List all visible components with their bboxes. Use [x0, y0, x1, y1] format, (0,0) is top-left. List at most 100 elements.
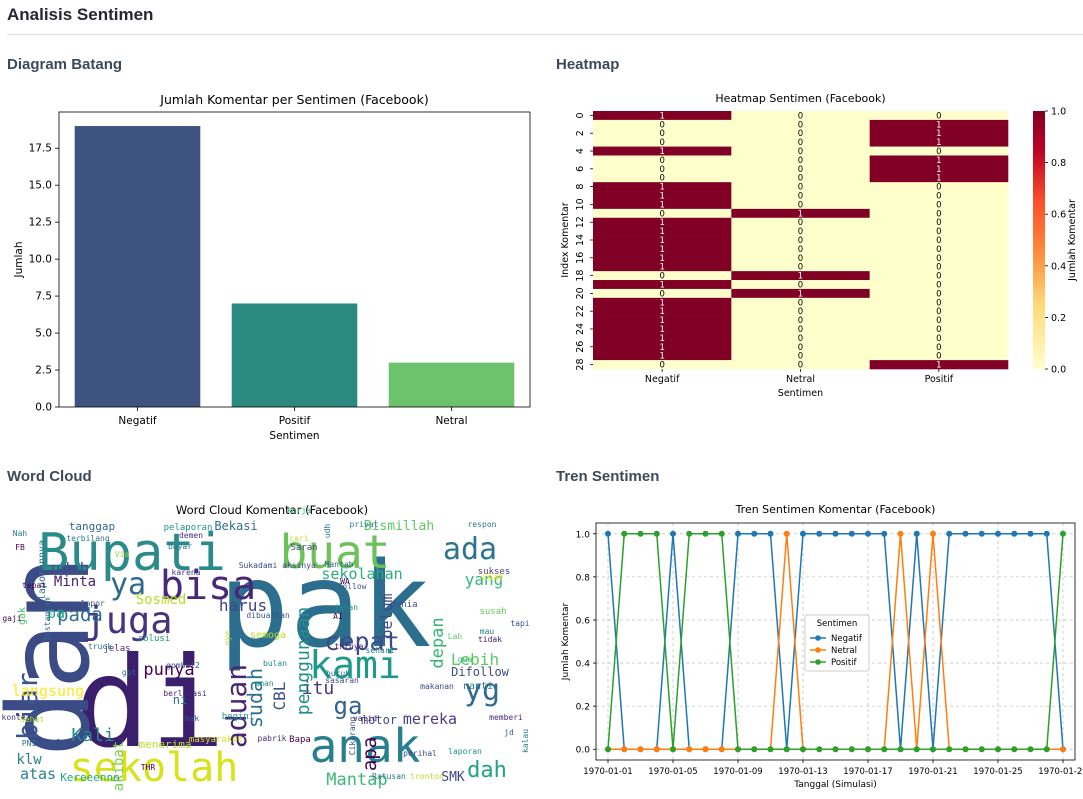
- data-point-netral: [637, 746, 644, 753]
- word-cloud-word: bisa: [160, 563, 256, 609]
- heatmap-cell: [731, 262, 870, 272]
- heatmap-cell-label: 1: [659, 316, 664, 326]
- word-cloud-word: itu: [302, 678, 335, 699]
- colorbar-tick-label: 1.0: [1051, 107, 1066, 118]
- data-point-negatif: [848, 530, 855, 537]
- heatmap-cell-label: 1: [659, 307, 664, 317]
- word-cloud-word: dunia: [390, 600, 417, 610]
- colorbar-tick-label: 0.6: [1051, 210, 1066, 221]
- data-point-positif: [930, 746, 936, 753]
- data-point-negatif: [816, 530, 823, 537]
- heatmap-cell: [593, 235, 732, 245]
- word-cloud-word: SMK: [441, 770, 465, 785]
- heatmap-cell: [593, 208, 732, 219]
- word-cloud-word: Cikarang: [348, 717, 357, 756]
- y-tick-label: 1.0: [576, 530, 591, 540]
- heatmap-cell: [869, 342, 1009, 352]
- word-cloud-word: sehari: [366, 646, 395, 655]
- heatmap-cell: [869, 351, 1009, 361]
- heatmap-cell: [731, 253, 870, 263]
- section-title-wordcloud: Word Cloud: [7, 468, 92, 485]
- heatmap-cell-label: 0: [936, 334, 941, 344]
- word-cloud-word: Ratusan: [372, 772, 406, 781]
- x-tick-label: 1970-01-29: [1038, 767, 1083, 777]
- data-point-negatif: [1027, 530, 1034, 537]
- word-cloud-word: CBL: [270, 682, 289, 711]
- heatmap-cell-label: 0: [936, 227, 941, 237]
- legend-entry-netral: Netral: [831, 646, 857, 656]
- word-cloud-word: selalu: [35, 739, 68, 749]
- x-tick-label: 1970-01-25: [973, 767, 1022, 777]
- heatmap-cell-label: 0: [936, 316, 941, 326]
- data-point-netral: [930, 530, 936, 537]
- heatmap-cell-label: 0: [659, 138, 664, 148]
- data-point-netral: [783, 530, 790, 537]
- heatmap-cell-label: 0: [936, 289, 941, 299]
- data-point-positif: [686, 530, 693, 537]
- word-cloud-word: gaji: [2, 614, 21, 623]
- heatmap-cell: [869, 262, 1009, 272]
- heatmap-cell: [593, 280, 732, 290]
- data-point-negatif: [865, 530, 871, 537]
- heatmap-cell: [731, 111, 870, 121]
- word-cloud-word: AI: [333, 612, 343, 621]
- data-point-negatif: [1011, 530, 1018, 537]
- x-tick-label: Positif: [279, 415, 311, 427]
- heatmap-cell-label: 1: [659, 352, 664, 362]
- section-title-heatmap: Heatmap: [556, 56, 620, 73]
- bar-chart-title: Jumlah Komentar per Sentimen (Facebook): [159, 92, 428, 107]
- y-tick-label: 0.2: [576, 703, 590, 713]
- y-tick-label: 0.8: [576, 573, 591, 583]
- heatmap-cell: [869, 199, 1009, 210]
- data-point-positif: [621, 530, 628, 537]
- heatmap-cell: [731, 155, 870, 165]
- heatmap-cell: [869, 164, 1009, 174]
- heatmap-cell-label: 0: [659, 174, 664, 184]
- heatmap-cell: [731, 119, 870, 130]
- heatmap-cell-label: 1: [659, 280, 664, 290]
- heatmap-cell-label: 1: [936, 129, 941, 139]
- x-tick-label: 1970-01-01: [583, 767, 632, 777]
- data-point-negatif: [605, 530, 611, 537]
- data-point-negatif: [832, 530, 839, 537]
- heatmap-cell-label: 0: [798, 343, 803, 353]
- word-cloud-word: motor: [361, 713, 397, 727]
- word-cloud-word: udah: [51, 559, 90, 578]
- y-axis-label: Jumlah Komentar: [561, 602, 571, 681]
- heatmap-cell-label: 0: [659, 272, 664, 282]
- heatmap-cell: [593, 333, 732, 343]
- x-tick-label: Negatif: [645, 374, 680, 385]
- y-tick-label: 26: [575, 341, 586, 353]
- word-cloud-word: PNI: [22, 739, 37, 748]
- heatmap-cell: [593, 217, 732, 227]
- word-cloud-word: Sukadami: [239, 561, 278, 570]
- heatmap-cell: [731, 324, 870, 334]
- heatmap-cell: [731, 217, 870, 227]
- data-point-positif: [800, 746, 806, 753]
- heatmap-cell-label: 0: [798, 200, 803, 210]
- heatmap-cell-label: 0: [936, 183, 941, 193]
- word-cloud-word: anak: [310, 719, 421, 773]
- data-point-netral: [621, 746, 628, 753]
- trend-plot-frame: [595, 522, 1076, 761]
- word-cloud-word: gak: [17, 607, 28, 625]
- heatmap-cell-label: 0: [798, 307, 803, 317]
- y-tick-label: 16: [575, 252, 586, 264]
- word-cloud-word: aksinya: [282, 561, 316, 570]
- heatmap-cell-label: 0: [659, 129, 664, 139]
- heatmap-cell: [593, 119, 732, 130]
- heatmap-cell: [731, 351, 870, 361]
- word-cloud-word: jalan: [334, 603, 358, 612]
- y-tick-label: 10.0: [29, 254, 52, 266]
- data-point-negatif: [978, 530, 985, 537]
- heatmap-cell: [731, 306, 870, 316]
- heatmap-cell: [869, 146, 1009, 156]
- word-cloud-word: konte2: [2, 713, 31, 722]
- x-tick-label: Netral: [435, 415, 467, 427]
- heatmap-cell-label: 0: [798, 165, 803, 175]
- heatmap-cell: [869, 208, 1009, 219]
- y-tick-label: 28: [575, 359, 586, 371]
- heatmap-cell-label: 0: [798, 298, 803, 308]
- heatmap-cell: [869, 297, 1009, 308]
- data-point-positif: [946, 746, 953, 753]
